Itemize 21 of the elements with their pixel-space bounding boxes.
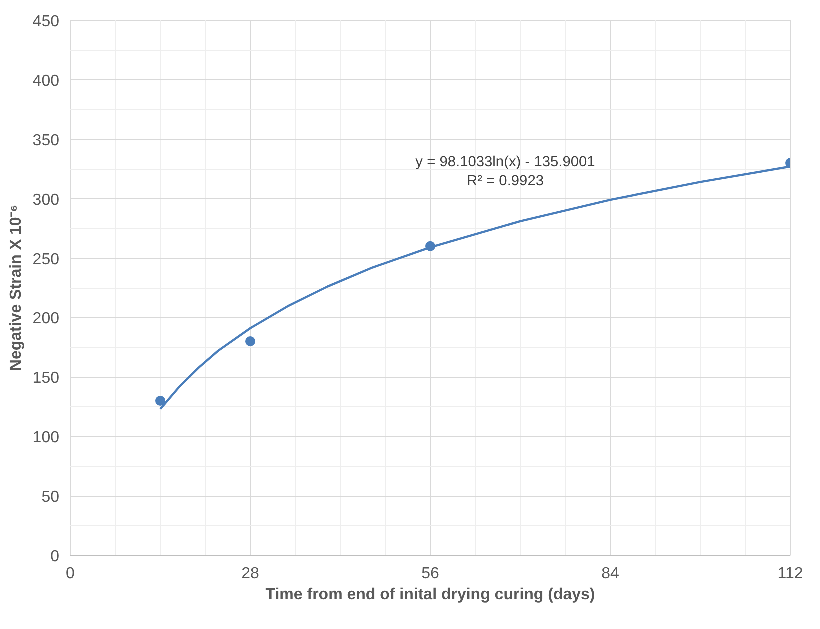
point: [156, 396, 166, 406]
y-tick-label: 300: [32, 192, 60, 209]
point: [246, 336, 256, 346]
annotation: y = 98.1033ln(x) - 135.9001: [416, 154, 596, 170]
y-tick-label: 400: [32, 72, 60, 90]
y-tick-label: 200: [32, 310, 60, 328]
y-tick-label: 0: [50, 548, 60, 566]
x-tick-label: 0: [66, 566, 76, 582]
y-tick-label: 250: [32, 251, 60, 268]
y-tick-label: 100: [32, 430, 60, 447]
y-tick-label: 450: [32, 14, 60, 30]
annotation: R² = 0.9923: [467, 174, 544, 190]
x-axis-title: Time from end of inital drying curing (days): [266, 586, 596, 604]
y-tick-label: 50: [42, 489, 60, 506]
x-tick-label: 28: [242, 566, 260, 582]
y-tick-label: 150: [32, 370, 60, 388]
y-tick-label: 350: [32, 132, 60, 150]
y-axis-title: Negative Strain X 10⁻⁶: [8, 204, 25, 372]
x-tick-label: 56: [422, 566, 440, 582]
x-tick-label: 112: [778, 566, 804, 582]
x-tick-label: 84: [602, 566, 620, 582]
